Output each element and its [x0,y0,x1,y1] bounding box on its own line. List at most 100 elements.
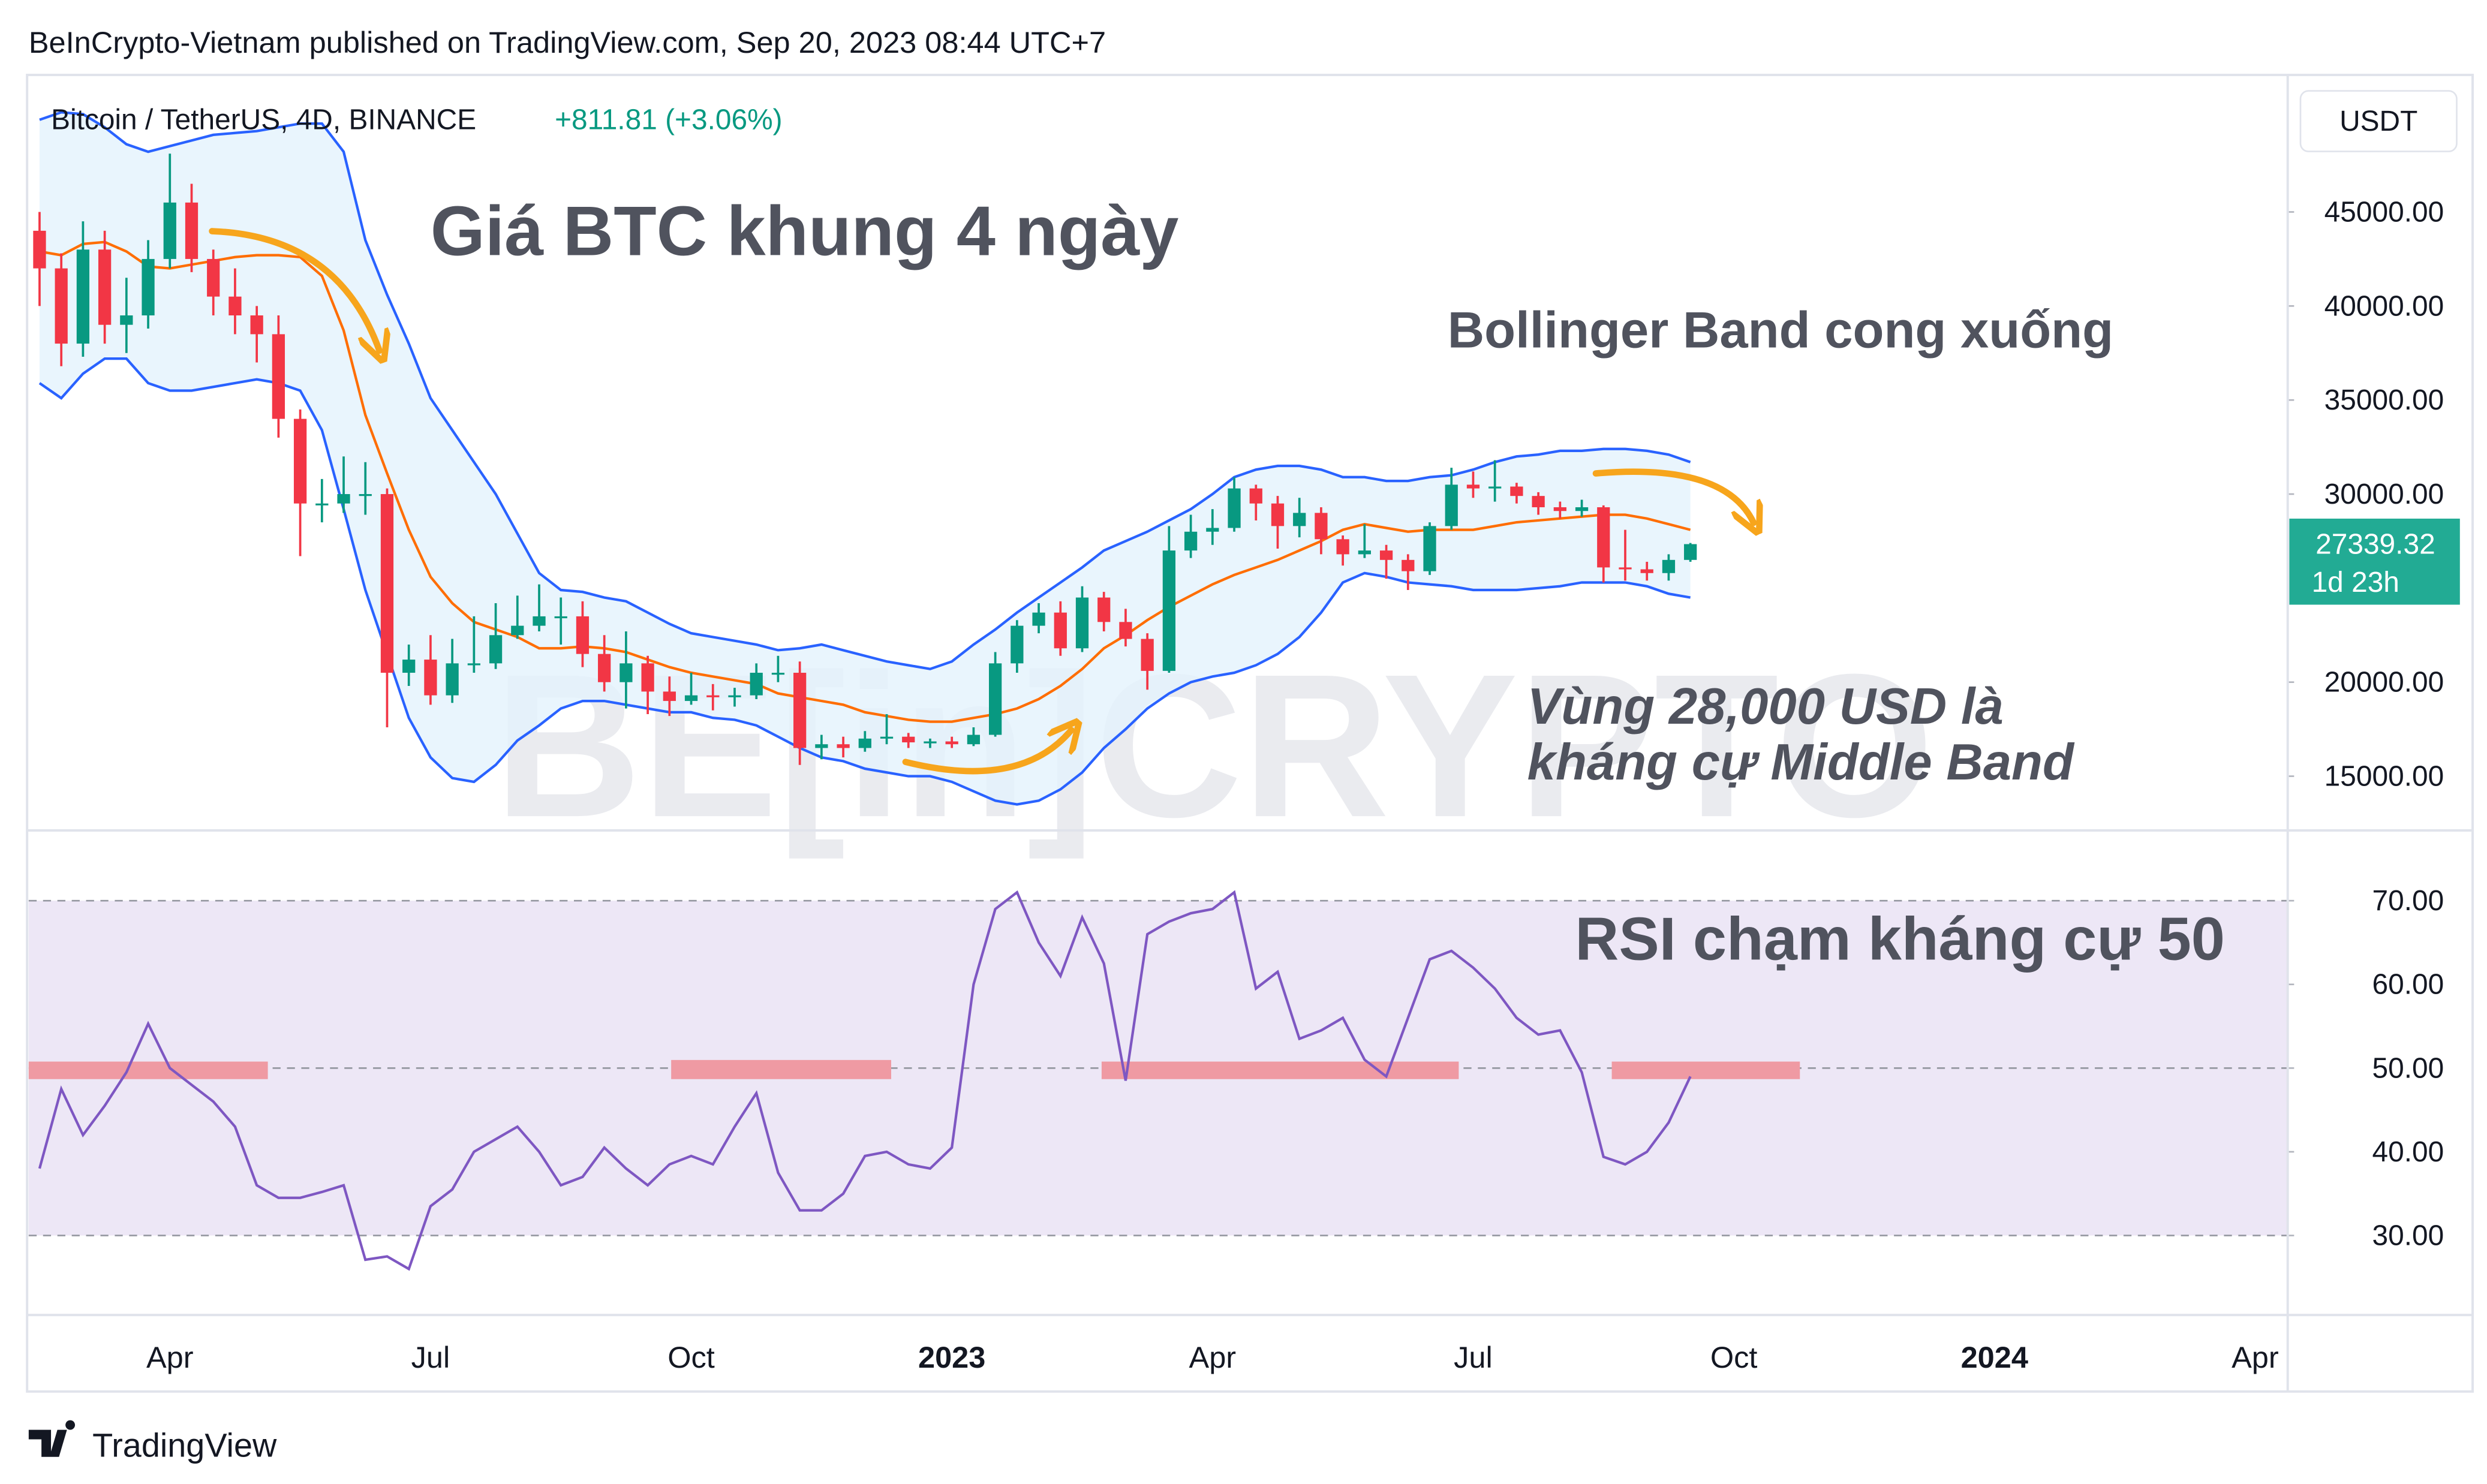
candle-body [185,202,199,259]
candle-body [706,695,720,697]
candle-body [880,736,894,739]
candle-body [511,625,524,636]
candle-body [33,230,46,269]
candle-body [142,258,155,316]
y-tick-label: 35000.00 [2324,384,2444,416]
back-layer: BE[in]CRYPTO [28,111,2288,1236]
x-tick-label: Apr [2232,1340,2279,1374]
candle-body [1228,488,1241,528]
candle-body [771,673,785,675]
rsi-zones [28,1059,1800,1079]
rsi-line [38,890,1692,1271]
resistance-zone [1101,1061,1459,1079]
y-tick-label: 60.00 [2372,969,2444,1001]
candle-body [728,695,741,697]
candle-body [793,673,807,748]
x-tick-label: Jul [1454,1340,1493,1374]
candle-body [1445,484,1458,526]
candle-body [1249,488,1262,504]
candle-body [1011,625,1024,664]
candle-body [250,315,263,335]
candle-body [684,695,698,702]
publish-header: BeInCrypto-Vietnam published on TradingV… [29,25,1106,59]
candle-body [228,296,242,316]
arrow [902,730,1071,775]
candle-body [163,202,176,259]
y-tick-label: 70.00 [2372,885,2444,917]
candle-body [1423,526,1436,571]
y-tick-label: 30000.00 [2324,478,2444,510]
candle-body [272,334,285,419]
y-tick-label: 40.00 [2372,1136,2444,1168]
candle-body [902,736,915,743]
candle-body [76,249,90,344]
bollinger-line [39,240,1691,723]
annotation: Giá BTC khung 4 ngày [431,191,1179,270]
candle-body [967,735,981,745]
resistance-zone [1611,1061,1800,1079]
candle-body [1488,486,1502,489]
candle-body [402,660,416,673]
candle-body [1184,531,1198,551]
candle-body [98,249,112,325]
y-tick-label: 45000.00 [2324,196,2444,228]
candle-body [467,663,480,666]
candle-body [1553,507,1566,511]
y-tick-label: 30.00 [2372,1220,2444,1252]
bollinger-line [39,111,1691,670]
candle-body [380,494,394,673]
arrow [209,228,380,351]
currency-box[interactable] [2299,90,2458,152]
resistance-zone [671,1059,892,1079]
candle-body [837,744,850,748]
candle-body [750,673,763,696]
candle-body [1336,539,1349,555]
candle-body [1575,507,1589,511]
footer-brand: TradingView [92,1426,277,1464]
candle-body [55,268,68,344]
candle-body [315,503,329,505]
candle-body [533,616,546,626]
candle-body [489,635,503,664]
y-tick-label: 40000.00 [2324,290,2444,322]
candle-body [1293,513,1306,526]
x-tick-label: Oct [667,1340,715,1374]
candle-body [598,654,611,682]
x-tick-label: 2023 [918,1340,985,1374]
annotation: RSI chạm kháng cự 50 [1575,905,2225,973]
candle-body [1119,622,1132,639]
annotation: Vùng 28,000 USD là [1527,678,2004,735]
candle-body [554,616,567,619]
y-tick-label: 20000.00 [2324,667,2444,699]
band-fill [39,112,1691,805]
x-tick-label: 2024 [1961,1340,2028,1374]
front-layer: 15000.00 20000.00 30000.00 35000.00 40000.00… [38,191,2460,1374]
candle-body [1075,597,1089,649]
x-tick-label: Apr [146,1340,194,1374]
symbol-title: Bitcoin / TetherUS, 4D, BINANCE [51,104,476,136]
candle-body [1315,513,1328,540]
y-tick-label: 15000.00 [2324,760,2444,792]
candle-body [1054,612,1067,649]
candle-body [988,663,1002,735]
candle-body [815,744,828,748]
candle-body [576,616,590,654]
x-tick-label: Apr [1189,1340,1237,1374]
candle-body [924,741,937,743]
x-tick-label: Jul [411,1340,450,1374]
candle-body [1162,550,1176,671]
candle-body [1532,496,1545,507]
bollinger-line [38,357,1691,806]
resistance-zone [28,1061,268,1079]
candle-body [1379,550,1393,560]
candle-body [446,663,459,696]
candle-body [1097,597,1111,622]
candle-body [858,738,871,748]
x-tick-label: Oct [1710,1340,1758,1374]
annotation: Bollinger Band cong xuống [1448,302,2113,359]
candle-body [641,663,654,692]
candle-body [663,691,676,702]
